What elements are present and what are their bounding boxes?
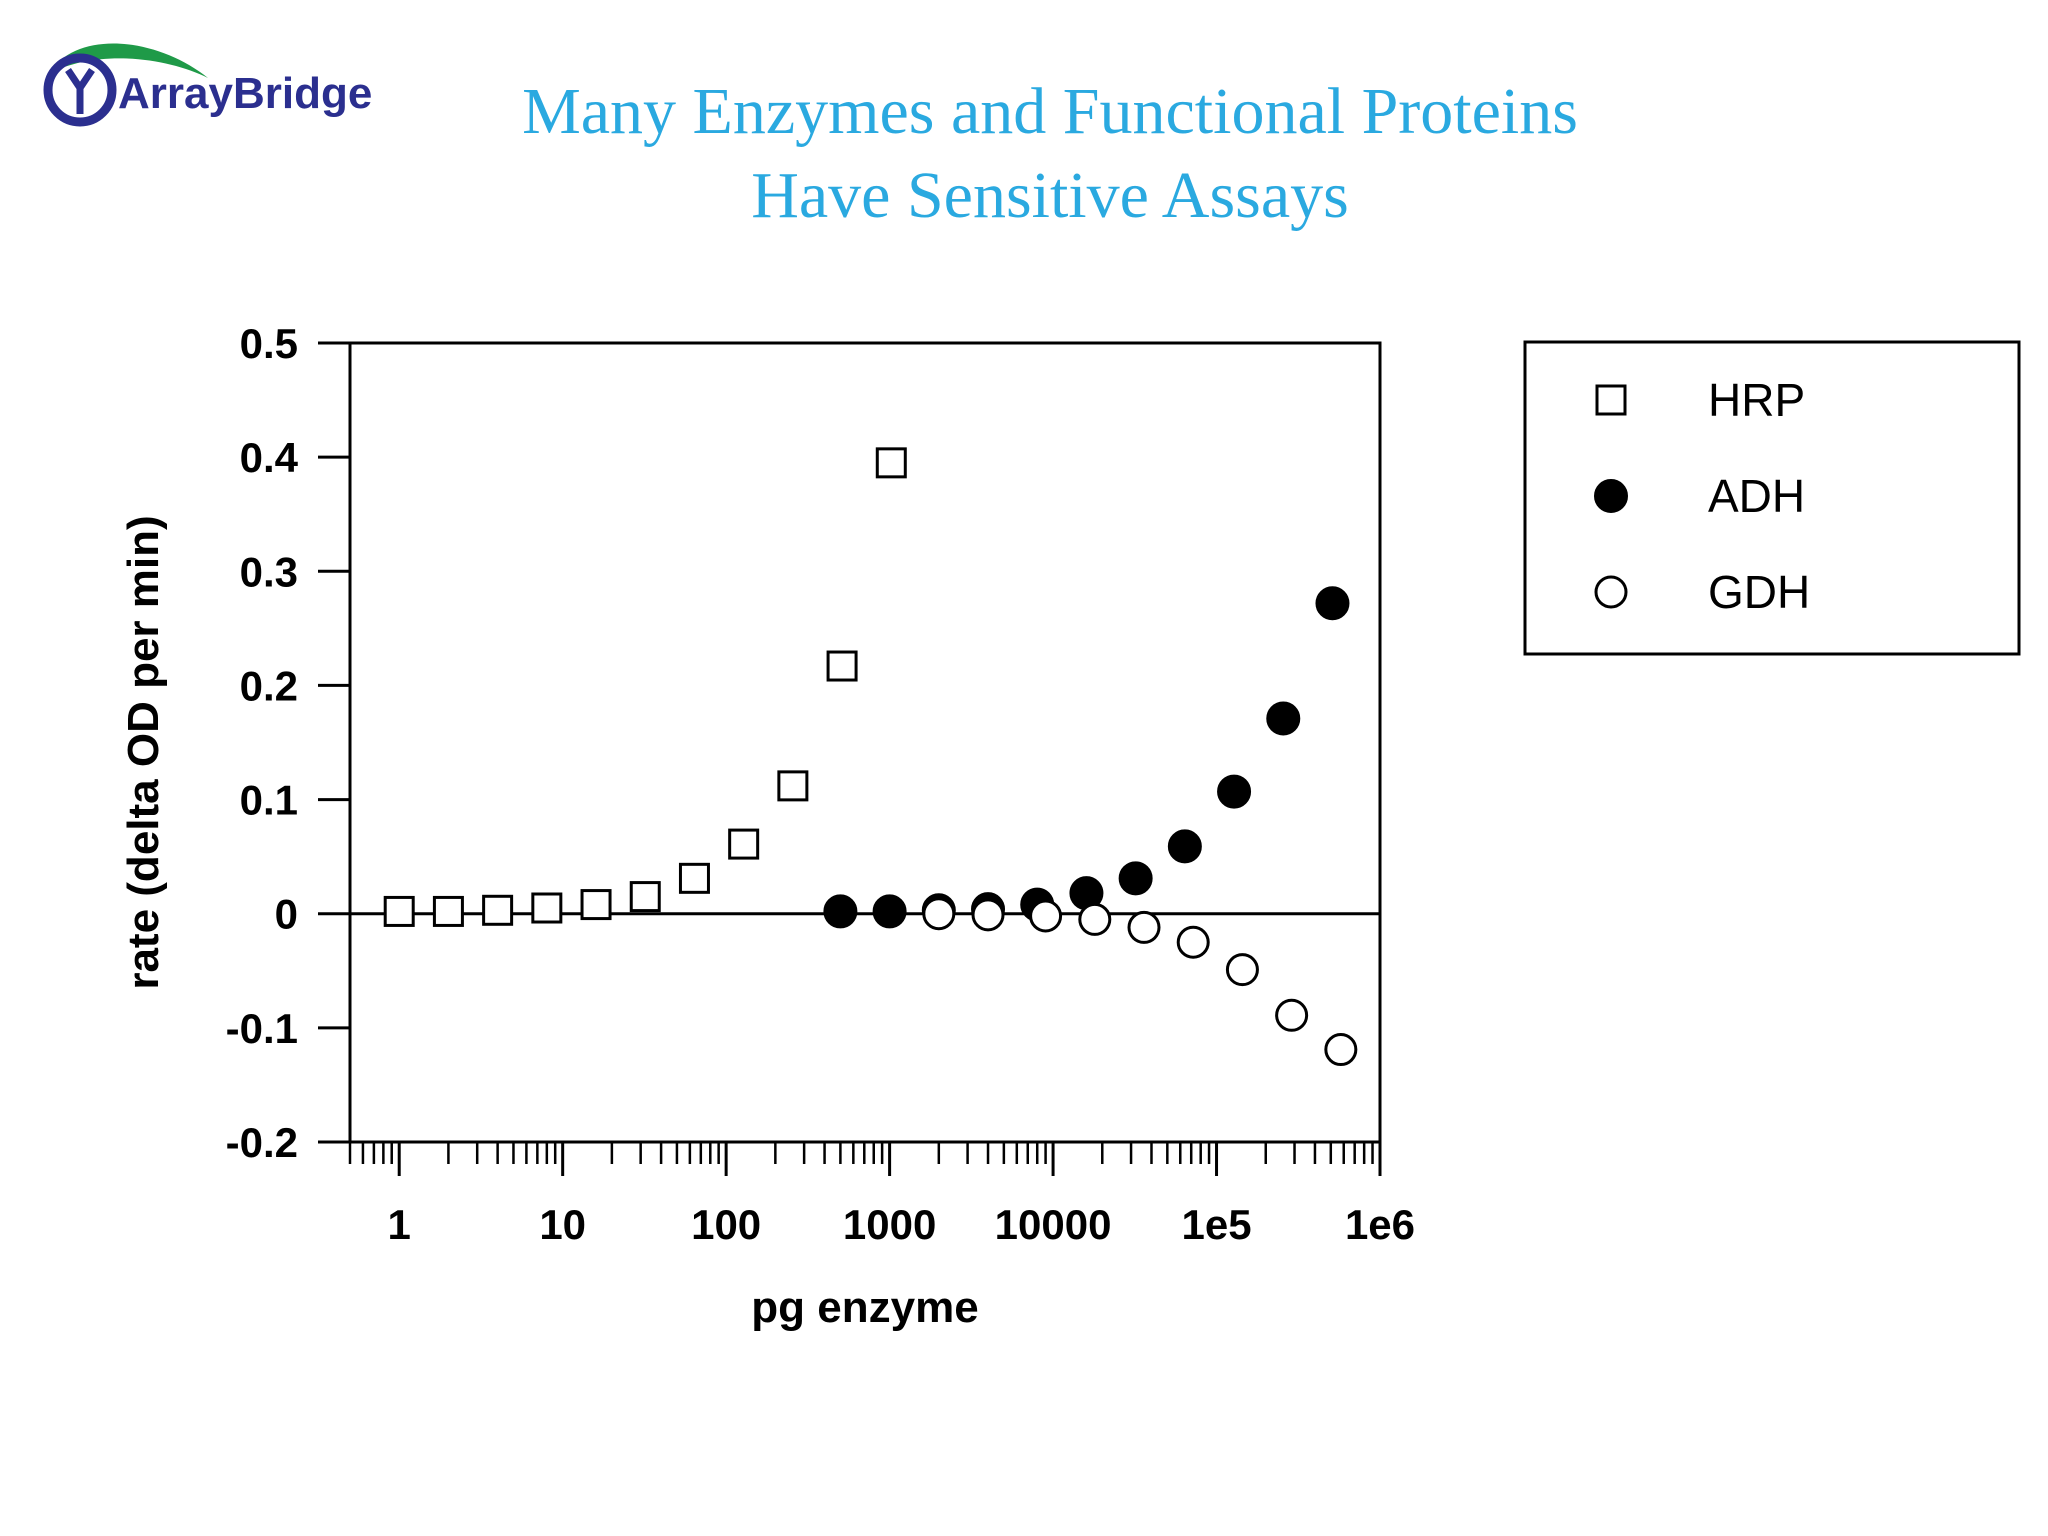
x-tick-label: 1e6 bbox=[1345, 1201, 1415, 1248]
x-tick-label: 1 bbox=[388, 1201, 411, 1248]
x-tick-label: 100 bbox=[691, 1201, 761, 1248]
legend-marker-gdh bbox=[1594, 575, 1628, 609]
y-tick-label: -0.1 bbox=[226, 1005, 298, 1052]
plot-frame bbox=[348, 341, 1382, 1144]
x-tick-label: 10000 bbox=[995, 1201, 1112, 1248]
data-point-gdh bbox=[1275, 998, 1309, 1032]
data-point-hrp bbox=[383, 895, 415, 927]
x-tick-label: 1000 bbox=[843, 1201, 936, 1248]
data-point-gdh bbox=[1127, 910, 1161, 944]
data-point-hrp bbox=[678, 862, 710, 894]
data-point-adh bbox=[1315, 586, 1350, 621]
y-tick-label: -0.2 bbox=[226, 1119, 298, 1166]
data-point-adh bbox=[1266, 701, 1301, 736]
logo-circle bbox=[43, 53, 117, 127]
x-tick-label: 1e5 bbox=[1181, 1201, 1251, 1248]
slide-title: Many Enzymes and Functional Proteins Hav… bbox=[380, 70, 1720, 238]
x-tick-label: 10 bbox=[539, 1201, 586, 1248]
slide-title-line-1: Many Enzymes and Functional Proteins bbox=[522, 75, 1578, 148]
data-point-hrp bbox=[531, 892, 563, 924]
data-point-gdh bbox=[922, 897, 956, 931]
legend-label-gdh: GDH bbox=[1708, 566, 1810, 618]
data-point-gdh bbox=[971, 898, 1005, 932]
y-axis-title: rate (delta OD per min) bbox=[119, 515, 168, 989]
series-gdh bbox=[922, 897, 1358, 1067]
data-point-hrp bbox=[629, 881, 661, 913]
data-point-hrp bbox=[728, 828, 760, 860]
y-tick-label: 0.3 bbox=[240, 548, 298, 595]
data-point-adh bbox=[872, 894, 907, 929]
slide-title-line-2: Have Sensitive Assays bbox=[751, 159, 1349, 232]
data-point-hrp bbox=[777, 770, 809, 802]
data-point-hrp bbox=[875, 447, 907, 479]
data-point-adh bbox=[1118, 861, 1153, 896]
legend-label-hrp: HRP bbox=[1708, 374, 1805, 426]
legend-label-adh: ADH bbox=[1708, 470, 1805, 522]
data-point-adh bbox=[1217, 774, 1252, 809]
data-point-adh bbox=[823, 894, 858, 929]
data-point-gdh bbox=[1225, 953, 1259, 987]
data-point-gdh bbox=[1029, 899, 1063, 933]
data-point-hrp bbox=[826, 650, 858, 682]
logo-text: ArrayBridge bbox=[118, 69, 372, 118]
data-point-adh bbox=[1167, 829, 1202, 864]
series-adh bbox=[823, 586, 1350, 929]
y-tick-label: 0.5 bbox=[240, 320, 298, 367]
data-point-hrp bbox=[482, 894, 514, 926]
logo-antibody bbox=[65, 68, 95, 114]
data-point-hrp bbox=[580, 889, 612, 921]
y-tick-label: 0.4 bbox=[240, 434, 299, 481]
legend-marker-hrp bbox=[1595, 384, 1627, 416]
arraybridge-logo: ArrayBridge bbox=[43, 43, 372, 127]
logo-swoosh bbox=[48, 43, 208, 78]
series-hrp bbox=[383, 447, 907, 927]
data-point-gdh bbox=[1324, 1033, 1358, 1067]
data-point-gdh bbox=[1176, 925, 1210, 959]
legend-marker-adh bbox=[1594, 479, 1628, 513]
x-axis-title: pg enzyme bbox=[751, 1283, 978, 1332]
data-point-gdh bbox=[1078, 902, 1112, 936]
y-tick-label: 0.1 bbox=[240, 777, 298, 824]
y-tick-label: 0 bbox=[275, 891, 298, 938]
data-point-hrp bbox=[432, 895, 464, 927]
y-tick-label: 0.2 bbox=[240, 662, 298, 709]
